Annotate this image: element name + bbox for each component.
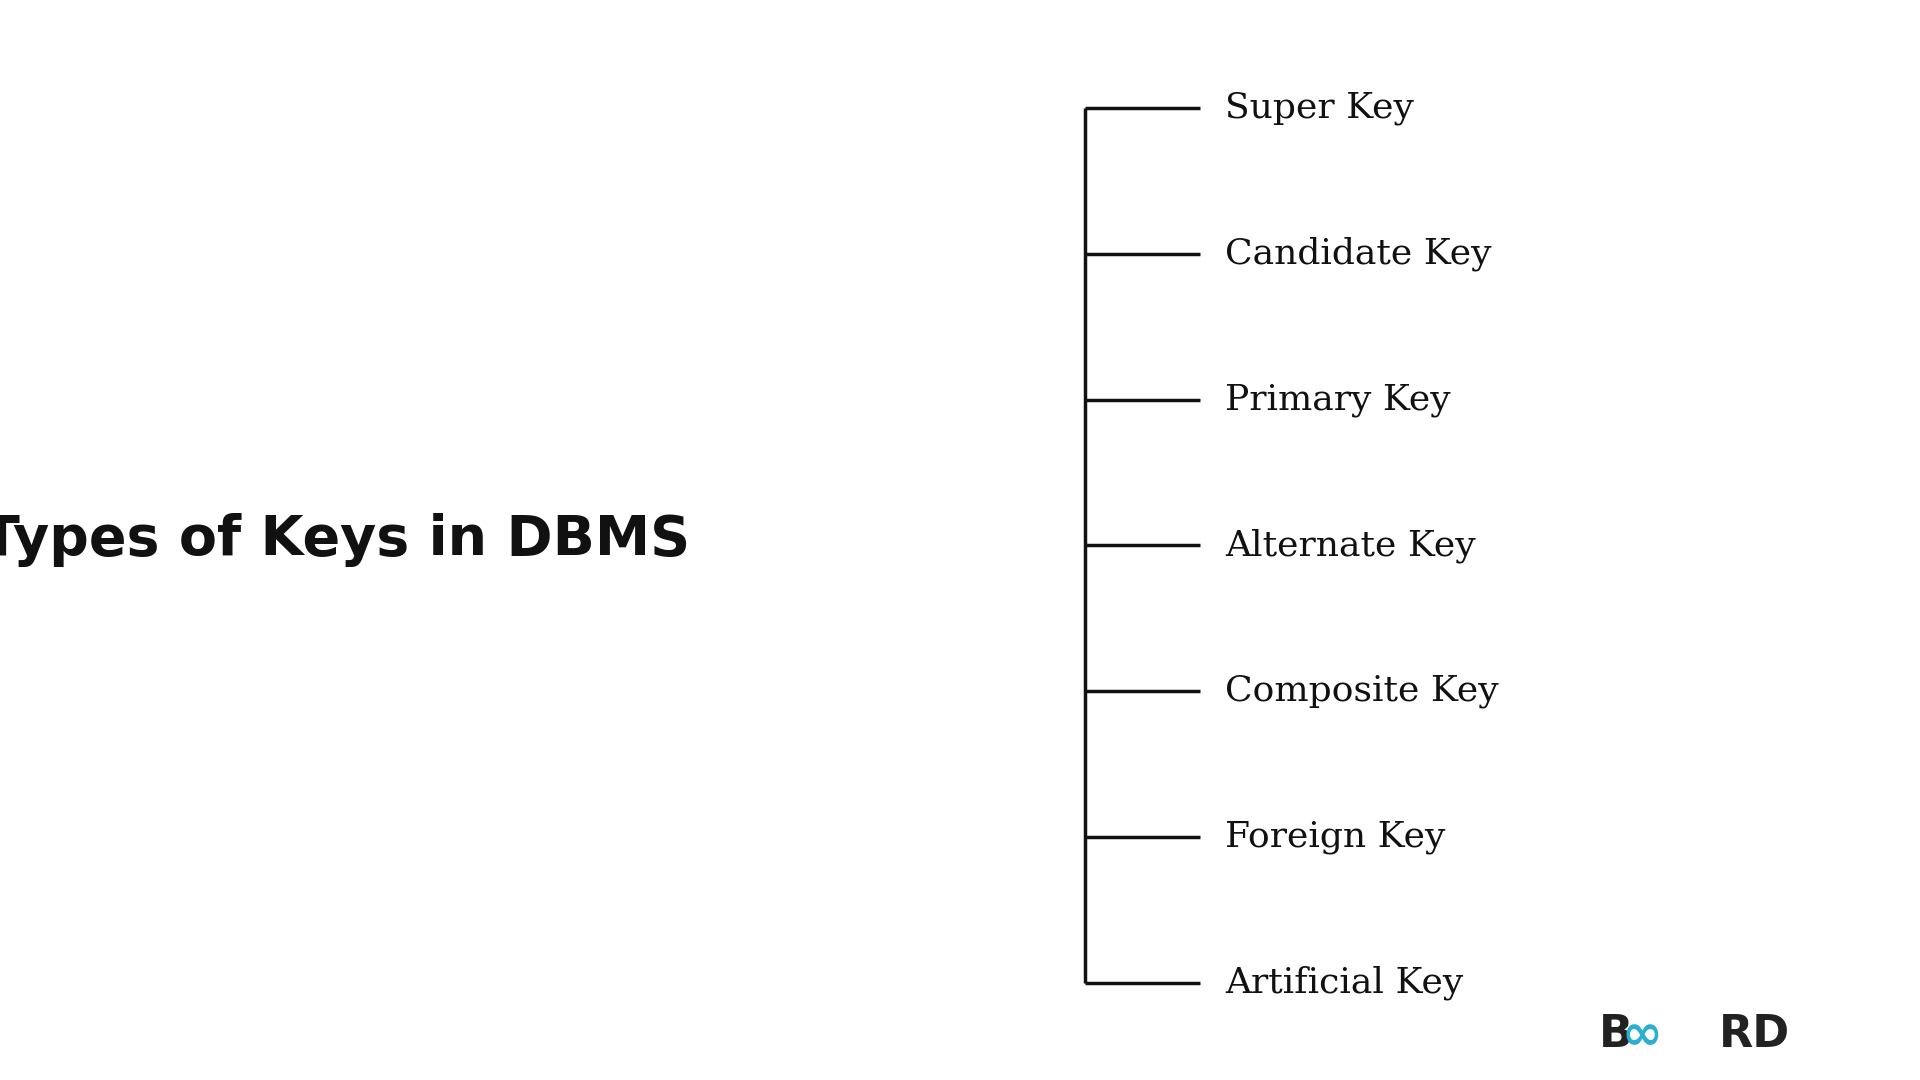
Text: Artificial Key: Artificial Key bbox=[1225, 966, 1463, 1000]
Text: Types of Keys in DBMS: Types of Keys in DBMS bbox=[0, 513, 689, 567]
Text: Alternate Key: Alternate Key bbox=[1225, 528, 1476, 563]
Text: ∞: ∞ bbox=[1620, 1011, 1663, 1058]
Text: Primary Key: Primary Key bbox=[1225, 382, 1452, 417]
Text: RD: RD bbox=[1718, 1013, 1789, 1056]
Text: Super Key: Super Key bbox=[1225, 91, 1413, 125]
Text: B: B bbox=[1599, 1013, 1634, 1056]
Text: Composite Key: Composite Key bbox=[1225, 674, 1500, 708]
Text: Foreign Key: Foreign Key bbox=[1225, 820, 1446, 854]
Text: Candidate Key: Candidate Key bbox=[1225, 237, 1492, 271]
